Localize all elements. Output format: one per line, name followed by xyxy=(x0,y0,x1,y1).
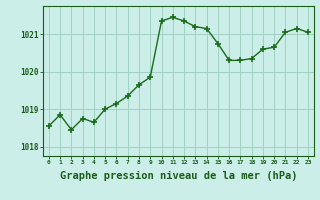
X-axis label: Graphe pression niveau de la mer (hPa): Graphe pression niveau de la mer (hPa) xyxy=(60,171,297,181)
